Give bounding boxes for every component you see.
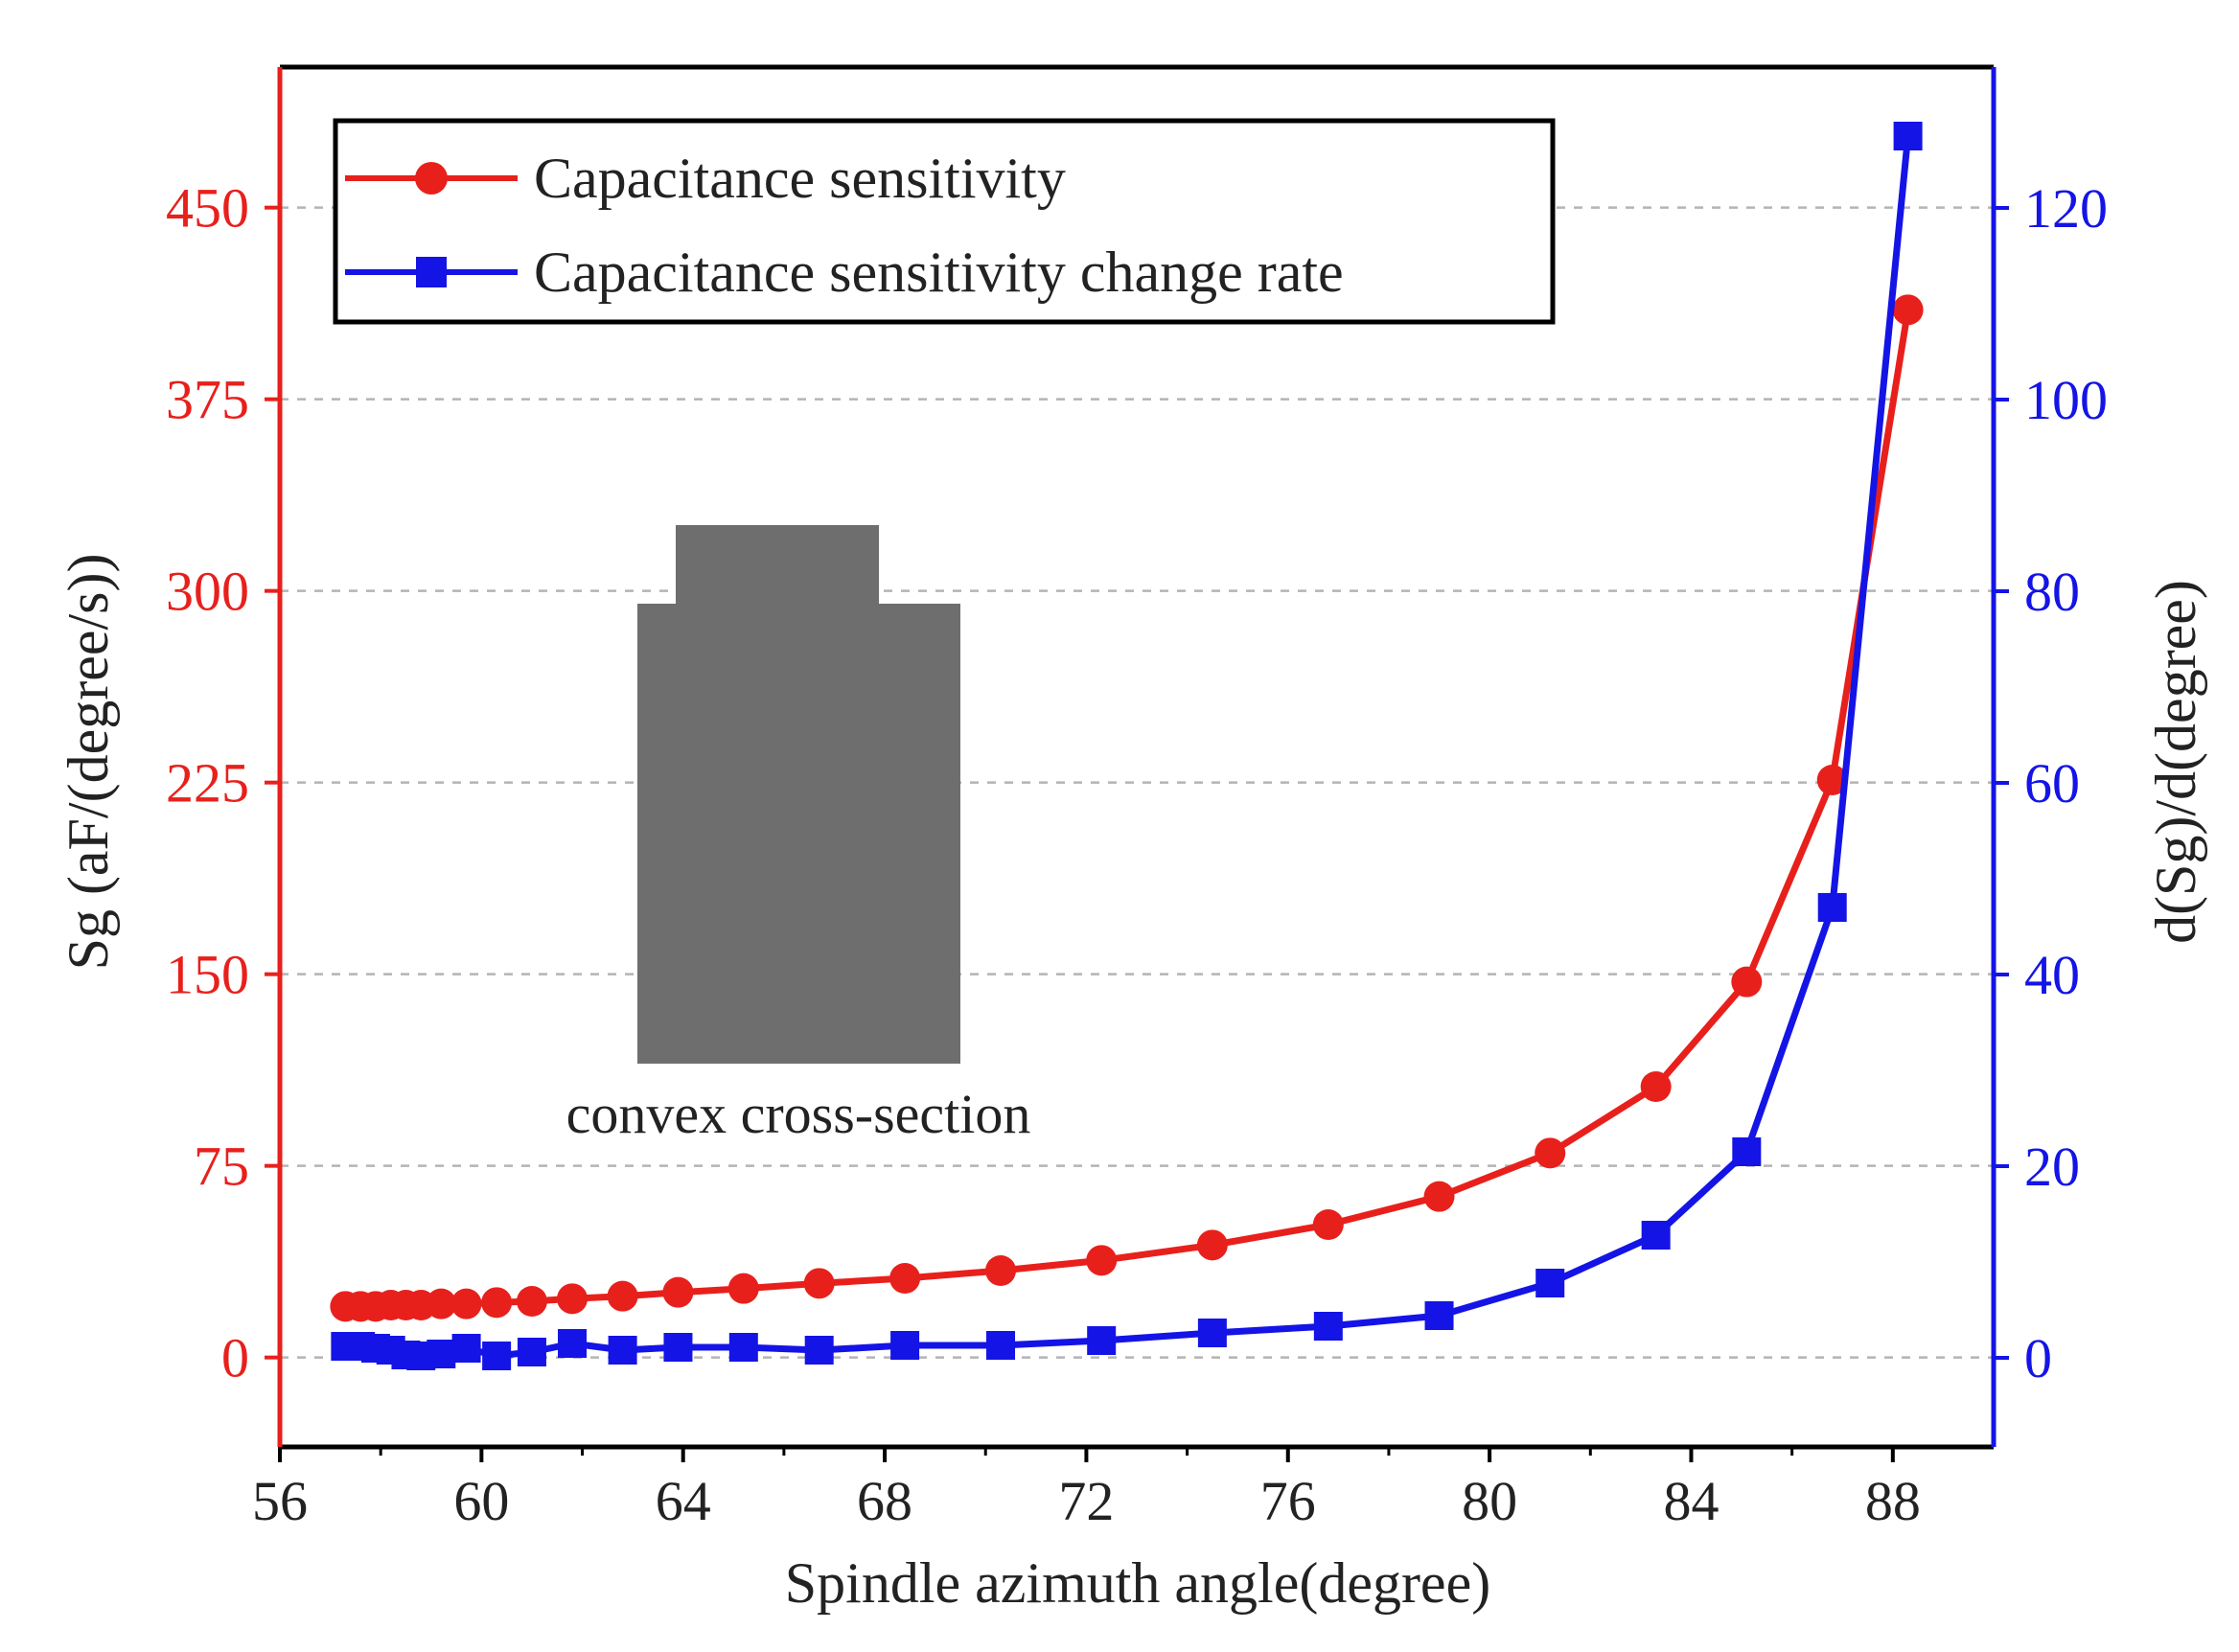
data-point-circle <box>985 1255 1017 1286</box>
y-right-axis-title: d(Sg)/d(degree) <box>2144 580 2207 944</box>
legend-marker-circle <box>415 162 448 195</box>
y-right-tick-label: 0 <box>2024 1327 2052 1389</box>
x-axis-title: Spindle azimuth angle(degree) <box>785 1551 1490 1615</box>
ticks-layer: 56 60 64 68 72 76 80 84 88 0 75 150 225 300 375 450 0 20 4… <box>166 177 2108 1532</box>
data-point-square <box>1732 1137 1762 1166</box>
axes-layer <box>277 64 1997 1450</box>
inset-label: convex cross-section <box>566 1083 1031 1145</box>
data-point-square <box>1893 122 1923 150</box>
x-tick-label: 64 <box>656 1470 711 1532</box>
data-point-circle <box>662 1276 694 1308</box>
y-right-tick-label: 40 <box>2024 944 2080 1006</box>
data-point-circle <box>481 1287 513 1319</box>
data-point-circle <box>1731 966 1763 998</box>
data-point-square <box>482 1342 512 1370</box>
y-right-tick-label: 80 <box>2024 561 2080 623</box>
data-point-circle <box>1312 1209 1344 1240</box>
y-left-tick-label: 300 <box>166 561 249 623</box>
data-point-square <box>517 1338 546 1366</box>
data-point-square <box>728 1333 758 1362</box>
x-tick-label: 56 <box>252 1470 308 1532</box>
legend-marker-square <box>416 257 447 287</box>
data-point-circle <box>1535 1137 1566 1169</box>
data-point-square <box>1641 1221 1671 1250</box>
y-left-tick-label: 450 <box>166 177 249 240</box>
legend-box <box>333 118 1556 325</box>
data-point-square <box>804 1336 834 1365</box>
data-point-square <box>558 1329 588 1358</box>
series-layer <box>330 122 1924 1370</box>
data-point-square <box>663 1333 693 1362</box>
data-point-square <box>1424 1301 1454 1330</box>
data-point-circle <box>607 1280 638 1312</box>
y-left-tick-label: 225 <box>166 752 249 815</box>
series-line-capacitance-sensitivity <box>345 309 1912 1310</box>
x-tick-label: 72 <box>1058 1470 1114 1532</box>
data-point-square <box>608 1336 637 1365</box>
data-point-circle <box>557 1283 589 1315</box>
legend: Capacitance sensitivity Capacitance sens… <box>333 118 1556 325</box>
convex-cross-section-shape <box>637 525 960 1064</box>
legend-entry-capacitance-sensitivity: Capacitance sensitivity <box>534 147 1066 210</box>
data-point-square <box>427 1340 456 1368</box>
x-tick-label: 76 <box>1260 1470 1316 1532</box>
data-point-square <box>451 1334 481 1363</box>
y-left-axis-title: Sg (aF/(degree/s)) <box>57 554 120 971</box>
data-point-circle <box>1640 1071 1672 1102</box>
y-right-tick-label: 120 <box>2024 177 2108 240</box>
data-point-circle <box>1196 1229 1228 1261</box>
data-point-circle <box>1816 765 1848 795</box>
data-point-circle <box>889 1263 921 1294</box>
data-point-circle <box>1423 1181 1455 1212</box>
legend-entry-change-rate: Capacitance sensitivity change rate <box>534 241 1344 304</box>
data-point-square <box>890 1331 920 1360</box>
data-point-square <box>1535 1269 1565 1297</box>
x-tick-label: 84 <box>1663 1470 1719 1532</box>
data-point-circle <box>1086 1245 1118 1276</box>
x-tick-label: 88 <box>1865 1470 1921 1532</box>
y-right-tick-label: 20 <box>2024 1136 2080 1198</box>
y-right-tick-label: 60 <box>2024 752 2080 815</box>
data-point-circle <box>803 1268 835 1299</box>
x-tick-label: 68 <box>857 1470 912 1532</box>
data-point-square <box>1817 893 1847 922</box>
x-tick-label: 80 <box>1462 1470 1517 1532</box>
data-point-square <box>1197 1319 1227 1347</box>
grid-layer <box>280 206 1994 1359</box>
y-left-tick-label: 375 <box>166 369 249 431</box>
data-point-circle <box>1892 294 1924 326</box>
x-tick-label: 60 <box>453 1470 509 1532</box>
y-left-tick-label: 150 <box>166 944 249 1006</box>
data-point-circle <box>516 1286 547 1317</box>
data-point-circle <box>450 1288 482 1319</box>
y-left-tick-label: 75 <box>194 1136 249 1198</box>
data-point-square <box>1313 1312 1343 1341</box>
data-point-circle <box>727 1273 759 1304</box>
data-point-square <box>1087 1326 1117 1355</box>
y-right-tick-label: 100 <box>2024 369 2108 431</box>
data-point-square <box>986 1331 1016 1360</box>
y-left-tick-label: 0 <box>221 1327 249 1389</box>
data-point-circle <box>426 1288 457 1319</box>
